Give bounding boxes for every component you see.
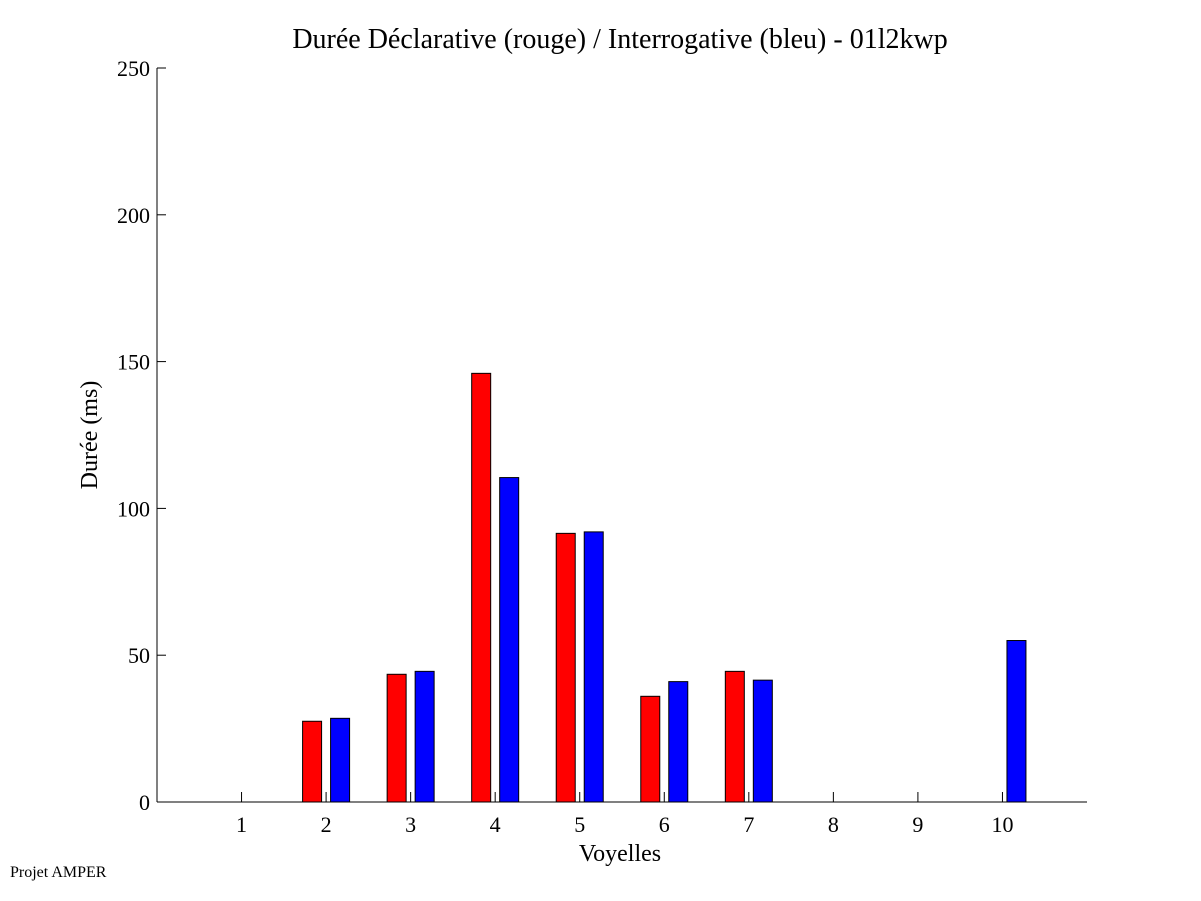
y-tick-label: 150: [117, 350, 150, 375]
x-tick-label: 3: [405, 812, 416, 837]
x-tick-label: 8: [828, 812, 839, 837]
x-axis-label: Voyelles: [579, 841, 661, 867]
bar-interrogative: [1006, 640, 1027, 803]
bar-declarative: [386, 673, 407, 803]
bar-interrogative: [414, 670, 435, 803]
x-tick-label: 4: [490, 812, 501, 837]
y-tick-label: 250: [117, 56, 150, 81]
bar-declarative: [302, 720, 323, 803]
bar-interrogative: [752, 679, 773, 803]
credit-label: Projet AMPER: [10, 864, 107, 881]
bar-interrogative: [499, 477, 520, 803]
bar-interrogative: [330, 717, 351, 803]
x-tick-label: 5: [574, 812, 585, 837]
y-tick-label: 200: [117, 203, 150, 228]
chart-title: Durée Déclarative (rouge) / Interrogativ…: [292, 24, 947, 55]
y-tick-label: 0: [139, 790, 150, 815]
x-tick-label: 10: [991, 812, 1013, 837]
y-tick-label: 50: [128, 643, 150, 668]
bar-interrogative: [583, 531, 604, 803]
bar-declarative: [471, 372, 492, 803]
x-tick-label: 9: [912, 812, 923, 837]
x-tick-label: 6: [659, 812, 670, 837]
plot-area: 0 50 100 150 200 250 1 2 3 4 5 6 7 8 9 10: [117, 56, 1087, 837]
bar-interrogative: [668, 681, 689, 803]
y-axis-label: Durée (ms): [77, 381, 103, 490]
bar-declarative: [640, 695, 661, 803]
x-tick-label: 7: [743, 812, 754, 837]
x-tick-label: 2: [321, 812, 332, 837]
bar-declarative: [555, 532, 576, 803]
x-tick-label: 1: [236, 812, 247, 837]
y-tick-label: 100: [117, 496, 150, 521]
bar-declarative: [724, 670, 745, 803]
